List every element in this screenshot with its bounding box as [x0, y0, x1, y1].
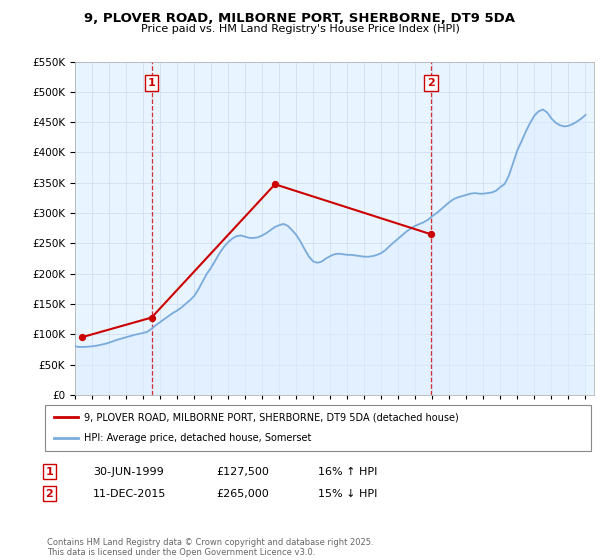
Point: [270, 180, 280, 189]
Text: 1: 1: [148, 78, 155, 88]
Text: Contains HM Land Registry data © Crown copyright and database right 2025.
This d: Contains HM Land Registry data © Crown c…: [47, 538, 373, 557]
Text: 15% ↓ HPI: 15% ↓ HPI: [318, 489, 377, 499]
Text: Price paid vs. HM Land Registry's House Price Index (HPI): Price paid vs. HM Land Registry's House …: [140, 24, 460, 34]
Text: 2: 2: [427, 78, 435, 88]
Text: £265,000: £265,000: [216, 489, 269, 499]
Text: 11-DEC-2015: 11-DEC-2015: [93, 489, 166, 499]
Point: [426, 230, 436, 239]
Text: 9, PLOVER ROAD, MILBORNE PORT, SHERBORNE, DT9 5DA: 9, PLOVER ROAD, MILBORNE PORT, SHERBORNE…: [85, 12, 515, 25]
Text: £127,500: £127,500: [216, 466, 269, 477]
Text: 2: 2: [46, 489, 53, 499]
Text: 30-JUN-1999: 30-JUN-1999: [93, 466, 164, 477]
Point: [77, 333, 86, 342]
Text: HPI: Average price, detached house, Somerset: HPI: Average price, detached house, Some…: [84, 433, 311, 444]
Text: 16% ↑ HPI: 16% ↑ HPI: [318, 466, 377, 477]
Text: 1: 1: [46, 466, 53, 477]
Point: [147, 313, 157, 322]
Text: 9, PLOVER ROAD, MILBORNE PORT, SHERBORNE, DT9 5DA (detached house): 9, PLOVER ROAD, MILBORNE PORT, SHERBORNE…: [84, 412, 459, 422]
